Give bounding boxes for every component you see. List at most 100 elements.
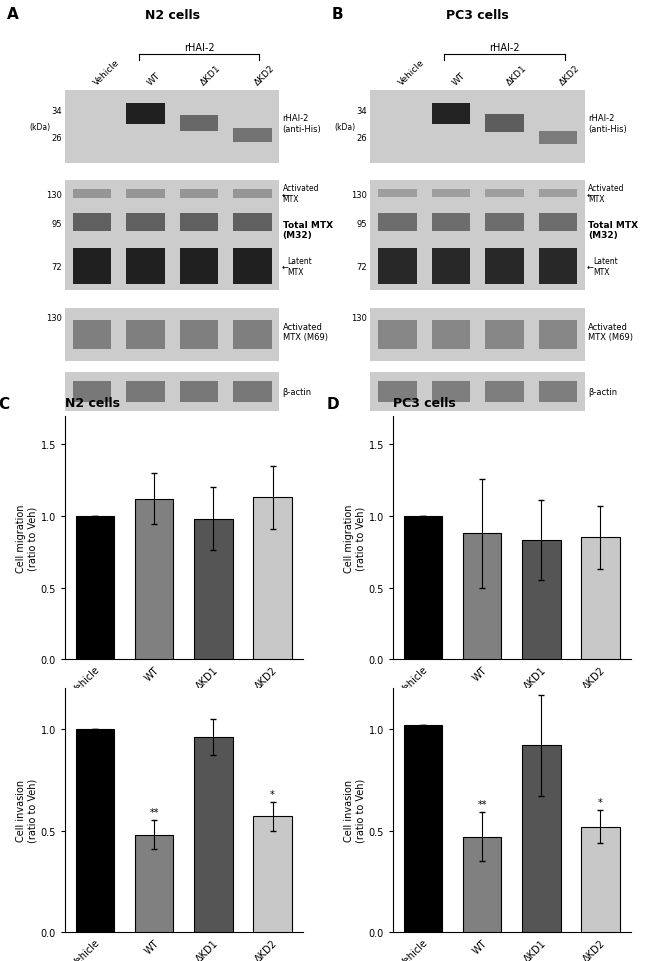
Bar xyxy=(194,737,233,932)
Text: Activated
MTX: Activated MTX xyxy=(588,185,625,204)
Bar xyxy=(486,249,524,284)
Text: *: * xyxy=(270,789,275,800)
Text: Activated
MTX (M69): Activated MTX (M69) xyxy=(588,323,633,342)
Text: Latent
MTX: Latent MTX xyxy=(287,258,312,277)
Bar xyxy=(126,189,164,198)
Text: 26: 26 xyxy=(357,134,367,142)
Bar xyxy=(73,214,111,232)
Text: D: D xyxy=(326,397,339,411)
Text: β-actin: β-actin xyxy=(588,387,618,397)
Text: N2 cells: N2 cells xyxy=(65,397,120,409)
Bar xyxy=(581,538,619,659)
Bar xyxy=(378,249,417,284)
Text: rHAI-2: rHAI-2 xyxy=(184,43,214,53)
Text: 34: 34 xyxy=(51,107,62,116)
Text: 130: 130 xyxy=(46,313,62,323)
Text: Vehicle: Vehicle xyxy=(92,58,122,87)
Text: Vehicle: Vehicle xyxy=(397,58,427,87)
Bar xyxy=(135,499,174,659)
Bar xyxy=(581,826,619,932)
Y-axis label: Cell invasion
(ratio to Veh): Cell invasion (ratio to Veh) xyxy=(344,778,366,843)
Text: PC3 cells: PC3 cells xyxy=(447,9,509,22)
Bar xyxy=(233,129,272,143)
Bar xyxy=(126,214,164,232)
Text: **: ** xyxy=(150,807,159,818)
Bar xyxy=(180,320,218,350)
Text: PC3 cells: PC3 cells xyxy=(393,397,456,409)
Text: Activated
MTX: Activated MTX xyxy=(283,185,319,204)
Bar xyxy=(135,835,174,932)
Bar xyxy=(539,249,577,284)
Bar xyxy=(486,214,524,232)
Text: C: C xyxy=(0,397,10,411)
Bar xyxy=(486,190,524,198)
Bar xyxy=(539,382,577,403)
Text: 26: 26 xyxy=(51,134,62,142)
Text: Activated
MTX (M69): Activated MTX (M69) xyxy=(283,323,328,342)
Text: ←: ← xyxy=(281,190,289,200)
Bar xyxy=(432,320,470,350)
Bar xyxy=(76,516,114,659)
Text: A: A xyxy=(6,7,18,22)
Y-axis label: Cell migration
(ratio to Veh): Cell migration (ratio to Veh) xyxy=(16,504,38,572)
Text: 72: 72 xyxy=(357,262,367,271)
Bar xyxy=(126,382,164,403)
Bar xyxy=(194,519,233,659)
Bar xyxy=(126,249,164,284)
Text: *: * xyxy=(598,798,603,807)
Text: rHAI-2
(anti-His): rHAI-2 (anti-His) xyxy=(283,114,322,134)
Text: (kDa): (kDa) xyxy=(29,123,50,132)
Bar xyxy=(73,249,111,284)
Bar xyxy=(180,189,218,198)
Text: 130: 130 xyxy=(352,313,367,323)
Bar xyxy=(233,189,272,198)
Bar xyxy=(378,382,417,403)
Text: ←: ← xyxy=(587,262,594,271)
Bar xyxy=(432,214,470,232)
Text: rHAI-2: rHAI-2 xyxy=(489,43,520,53)
Bar xyxy=(126,105,164,125)
Text: ←: ← xyxy=(587,190,594,200)
Text: 130: 130 xyxy=(352,190,367,200)
Text: β-actin: β-actin xyxy=(283,387,312,397)
Bar xyxy=(180,382,218,403)
Bar xyxy=(486,114,524,133)
Text: rHAI-2: rHAI-2 xyxy=(526,757,556,767)
Bar xyxy=(404,516,442,659)
Text: Latent
MTX: Latent MTX xyxy=(593,258,618,277)
Bar xyxy=(522,541,560,659)
Bar xyxy=(73,382,111,403)
Text: B: B xyxy=(332,7,343,22)
Bar xyxy=(180,116,218,132)
Bar xyxy=(539,132,577,144)
Bar xyxy=(378,190,417,198)
Text: ←: ← xyxy=(281,262,289,271)
Text: rHAI-2
(anti-His): rHAI-2 (anti-His) xyxy=(588,114,627,134)
Text: **: ** xyxy=(477,800,487,809)
Y-axis label: Cell migration
(ratio to Veh): Cell migration (ratio to Veh) xyxy=(344,504,366,572)
Text: 95: 95 xyxy=(51,219,62,229)
Bar xyxy=(539,320,577,350)
Text: ΔKD1: ΔKD1 xyxy=(504,63,528,87)
Text: 34: 34 xyxy=(357,107,367,116)
Bar xyxy=(432,382,470,403)
Bar xyxy=(180,214,218,232)
Bar xyxy=(254,498,292,659)
Bar xyxy=(73,189,111,198)
Bar xyxy=(180,249,218,284)
Bar xyxy=(463,533,501,659)
Bar xyxy=(539,214,577,232)
Y-axis label: Cell invasion
(ratio to Veh): Cell invasion (ratio to Veh) xyxy=(16,778,38,843)
Bar xyxy=(486,382,524,403)
Bar xyxy=(233,214,272,232)
Bar xyxy=(378,214,417,232)
Bar xyxy=(76,729,114,932)
Text: N2 cells: N2 cells xyxy=(145,9,200,22)
Text: 130: 130 xyxy=(46,190,62,200)
Text: rHAI-2: rHAI-2 xyxy=(198,757,229,767)
Text: Total MTX
(M32): Total MTX (M32) xyxy=(588,221,638,240)
Bar xyxy=(432,190,470,198)
Bar xyxy=(539,190,577,198)
Bar xyxy=(233,320,272,350)
Text: WT: WT xyxy=(146,71,162,87)
